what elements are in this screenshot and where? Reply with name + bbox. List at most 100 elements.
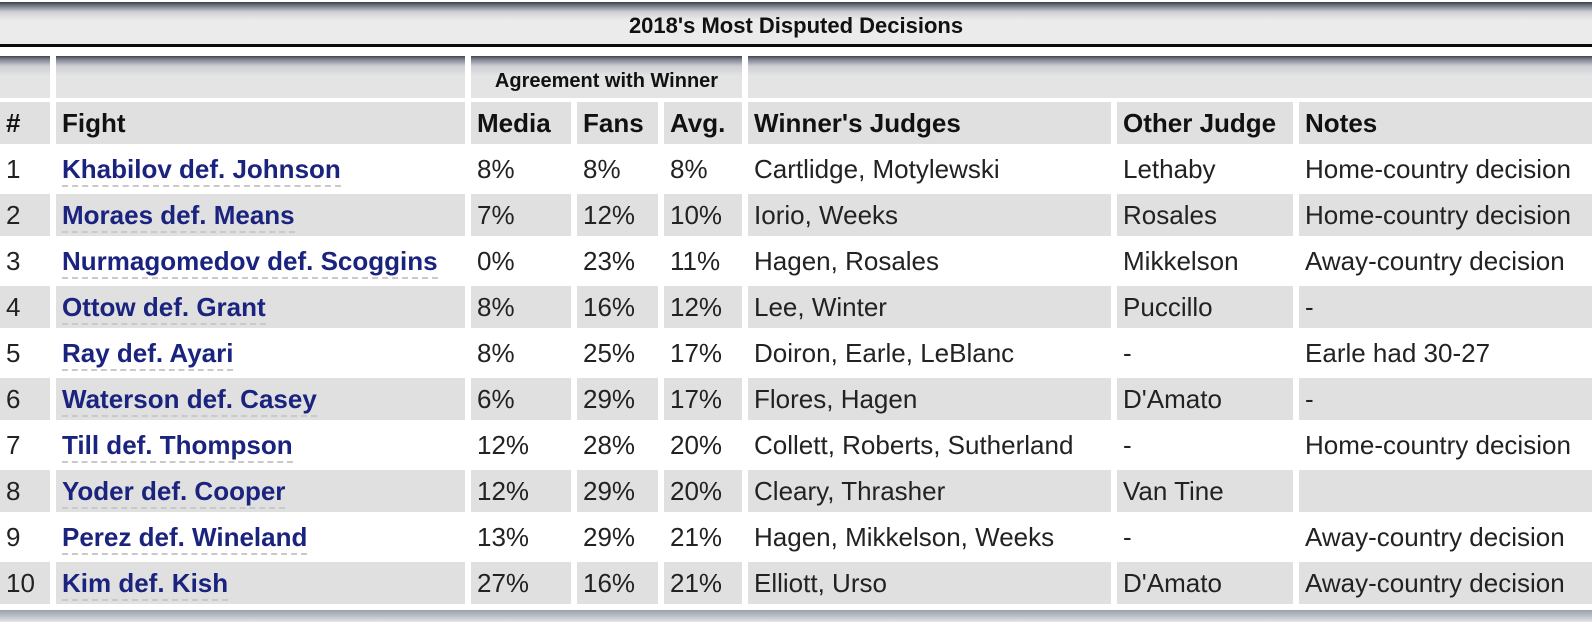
rank-cell: 3 — [6, 245, 21, 276]
column-header-rank: # — [0, 102, 50, 144]
winners-judges-cell: Doiron, Earle, LeBlanc — [754, 337, 1015, 368]
rank-cell: 5 — [6, 337, 21, 368]
notes-cell: Earle had 30-27 — [1305, 337, 1491, 368]
fight-cell: Nurmagomedov def. Scoggins — [56, 240, 465, 282]
fight-link[interactable]: Khabilov def. Johnson — [62, 153, 341, 187]
fans-cell: 29% — [583, 521, 636, 552]
table-row: 8 Yoder def. Cooper 12% 29% 20% Cleary, … — [0, 470, 1592, 512]
table-row: 2 Moraes def. Means 7% 12% 10% Iorio, We… — [0, 194, 1592, 236]
fight-cell: Ray def. Ayari — [56, 332, 465, 374]
notes-cell: Home-country decision — [1305, 429, 1571, 460]
rank-cell: 7 — [6, 429, 21, 460]
notes-cell: Away-country decision — [1305, 245, 1565, 276]
column-header-other-judge: Other Judge — [1117, 102, 1294, 144]
fans-cell: 8% — [583, 153, 621, 184]
fans-cell: 23% — [583, 245, 636, 276]
rank-cell: 9 — [6, 521, 21, 552]
group-header-spacer — [56, 56, 465, 98]
avg-cell: 12% — [664, 286, 743, 328]
table-row: 6 Waterson def. Casey 6% 29% 17% Flores,… — [0, 378, 1592, 420]
winners-judges-cell: Iorio, Weeks — [748, 194, 1112, 236]
table-title: 2018's Most Disputed Decisions — [628, 13, 964, 38]
column-header-winners-judges: Winner's Judges — [748, 102, 1112, 144]
notes-cell: Home-country decision — [1305, 153, 1571, 184]
media-cell: 8% — [477, 153, 515, 184]
avg-cell: 10% — [664, 194, 743, 236]
fight-link[interactable]: Waterson def. Casey — [62, 383, 317, 417]
fight-link[interactable]: Till def. Thompson — [62, 429, 293, 463]
group-header-spacer — [0, 56, 50, 98]
winners-judges-cell: Lee, Winter — [748, 286, 1112, 328]
other-judge-cell: Puccillo — [1117, 286, 1294, 328]
fans-cell: 12% — [577, 194, 658, 236]
table-row: 4 Ottow def. Grant 8% 16% 12% Lee, Winte… — [0, 286, 1592, 328]
avg-cell: 8% — [670, 153, 708, 184]
winners-judges-cell: Cleary, Thrasher — [748, 470, 1112, 512]
other-judge-cell: - — [1123, 521, 1132, 552]
avg-cell: 21% — [664, 562, 743, 604]
rank-cell: 2 — [0, 194, 50, 236]
agreement-group-header: Agreement with Winner — [471, 56, 743, 98]
winners-judges-cell: Hagen, Mikkelson, Weeks — [754, 521, 1055, 552]
rank-cell: 10 — [0, 562, 50, 604]
fans-cell: 25% — [583, 337, 636, 368]
fans-cell: 29% — [577, 378, 658, 420]
column-header-notes: Notes — [1299, 102, 1592, 144]
winners-judges-cell: Cartlidge, Motylewski — [754, 153, 1000, 184]
group-header-row: Agreement with Winner — [0, 56, 1592, 98]
rank-cell: 4 — [0, 286, 50, 328]
notes-cell: Home-country decision — [1299, 194, 1592, 236]
fight-cell: Perez def. Wineland — [56, 516, 465, 558]
notes-cell — [1299, 470, 1592, 512]
avg-cell: 20% — [670, 429, 723, 460]
notes-cell: Away-country decision — [1305, 521, 1565, 552]
winners-judges-cell: Flores, Hagen — [748, 378, 1112, 420]
other-judge-cell: Van Tine — [1117, 470, 1294, 512]
avg-cell: 21% — [670, 521, 723, 552]
notes-cell: - — [1299, 378, 1592, 420]
fight-link[interactable]: Ray def. Ayari — [62, 337, 234, 371]
fight-cell: Waterson def. Casey — [56, 378, 465, 420]
column-header-media: Media — [471, 102, 571, 144]
fans-cell: 29% — [577, 470, 658, 512]
winners-judges-cell: Hagen, Rosales — [754, 245, 940, 276]
media-cell: 12% — [477, 429, 530, 460]
fight-link[interactable]: Kim def. Kish — [62, 567, 229, 601]
fans-cell: 16% — [577, 286, 658, 328]
rank-cell: 6 — [0, 378, 50, 420]
media-cell: 12% — [471, 470, 571, 512]
notes-cell: - — [1299, 286, 1592, 328]
avg-cell: 11% — [670, 245, 721, 276]
fight-link[interactable]: Moraes def. Means — [62, 199, 295, 233]
table-title-bar: 2018's Most Disputed Decisions — [0, 2, 1592, 47]
fight-link[interactable]: Yoder def. Cooper — [62, 475, 286, 509]
table-row: 3 Nurmagomedov def. Scoggins 0% 23% 11% … — [0, 240, 1592, 282]
media-cell: 7% — [471, 194, 571, 236]
media-cell: 13% — [477, 521, 530, 552]
winners-judges-cell: Elliott, Urso — [748, 562, 1112, 604]
fight-link[interactable]: Ottow def. Grant — [62, 291, 266, 325]
other-judge-cell: - — [1123, 337, 1132, 368]
fight-cell: Yoder def. Cooper — [56, 470, 465, 512]
other-judge-cell: - — [1123, 429, 1132, 460]
column-header-fans: Fans — [577, 102, 658, 144]
avg-cell: 20% — [664, 470, 743, 512]
table-row: 1 Khabilov def. Johnson 8% 8% 8% Cartlid… — [0, 148, 1592, 190]
table-row: 5 Ray def. Ayari 8% 25% 17% Doiron, Earl… — [0, 332, 1592, 374]
fight-cell: Khabilov def. Johnson — [56, 148, 465, 190]
rank-cell: 1 — [6, 153, 21, 184]
other-judge-cell: D'Amato — [1117, 378, 1294, 420]
decisions-table: Agreement with Winner # Fight Media Fans… — [0, 52, 1592, 608]
table-footer-bar — [0, 610, 1592, 622]
column-header-row: # Fight Media Fans Avg. Winner's Judges … — [0, 102, 1592, 144]
other-judge-cell: Lethaby — [1123, 153, 1216, 184]
fight-link[interactable]: Nurmagomedov def. Scoggins — [62, 245, 438, 279]
media-cell: 0% — [477, 245, 515, 276]
table-row: 10 Kim def. Kish 27% 16% 21% Elliott, Ur… — [0, 562, 1592, 604]
avg-cell: 17% — [664, 378, 743, 420]
fight-link[interactable]: Perez def. Wineland — [62, 521, 308, 555]
table-row: 9 Perez def. Wineland 13% 29% 21% Hagen,… — [0, 516, 1592, 558]
group-header-spacer — [748, 56, 1592, 98]
other-judge-cell: Rosales — [1117, 194, 1294, 236]
